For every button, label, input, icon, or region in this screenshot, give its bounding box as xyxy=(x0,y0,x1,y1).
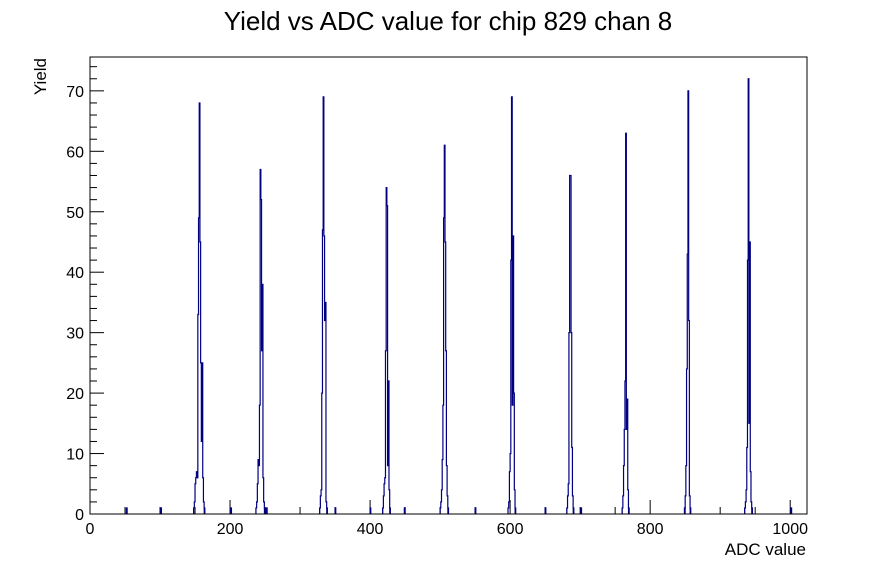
histogram-bin xyxy=(512,405,513,514)
axis-ticks xyxy=(89,66,791,515)
histogram-bin xyxy=(262,351,263,514)
chart-title: Yield vs ADC value for chip 829 chan 8 xyxy=(224,6,673,36)
histogram-bin xyxy=(201,441,202,514)
x-axis-label: ADC value xyxy=(725,540,806,559)
histogram-bins xyxy=(125,78,793,514)
y-tick-label: 70 xyxy=(66,84,84,101)
x-tick-label: 800 xyxy=(637,521,664,538)
y-tick-label: 40 xyxy=(66,265,84,282)
y-tick-label: 10 xyxy=(66,447,84,464)
histogram-peak-outline xyxy=(255,168,266,514)
histogram-peak-outline xyxy=(319,96,328,514)
histogram-bin xyxy=(325,321,326,514)
y-tick-label: 0 xyxy=(75,507,84,524)
histogram-peak-outline xyxy=(621,132,630,514)
histogram-bin xyxy=(749,423,750,514)
x-tick-label: 200 xyxy=(217,521,244,538)
y-axis-label: Yield xyxy=(31,58,50,95)
y-tick-label: 50 xyxy=(66,205,84,222)
x-tick-label: 400 xyxy=(357,521,384,538)
x-tick-label: 0 xyxy=(86,521,95,538)
histogram-peak-outline xyxy=(439,144,450,514)
plot-frame xyxy=(89,56,808,515)
y-tick-label: 30 xyxy=(66,326,84,343)
histogram-peak-outline xyxy=(507,96,517,514)
histogram-peak-outline xyxy=(193,102,206,514)
histogram-peak-outline xyxy=(566,174,575,514)
axis-tick-labels: 0 200 400 600 800 1000 0 10 20 30 40 50 60 70 xyxy=(66,84,808,538)
y-tick-label: 60 xyxy=(66,144,84,161)
histogram-bin xyxy=(388,466,389,514)
histogram-peak-outline xyxy=(382,186,391,514)
x-tick-label: 600 xyxy=(497,521,524,538)
x-tick-label: 1000 xyxy=(772,521,808,538)
histogram-bin xyxy=(259,466,260,514)
histogram-bin xyxy=(197,478,198,514)
y-tick-label: 20 xyxy=(66,386,84,403)
histogram-bin xyxy=(626,429,627,514)
histogram-peak-outline xyxy=(683,90,692,514)
histogram-peak-outline xyxy=(744,78,753,514)
